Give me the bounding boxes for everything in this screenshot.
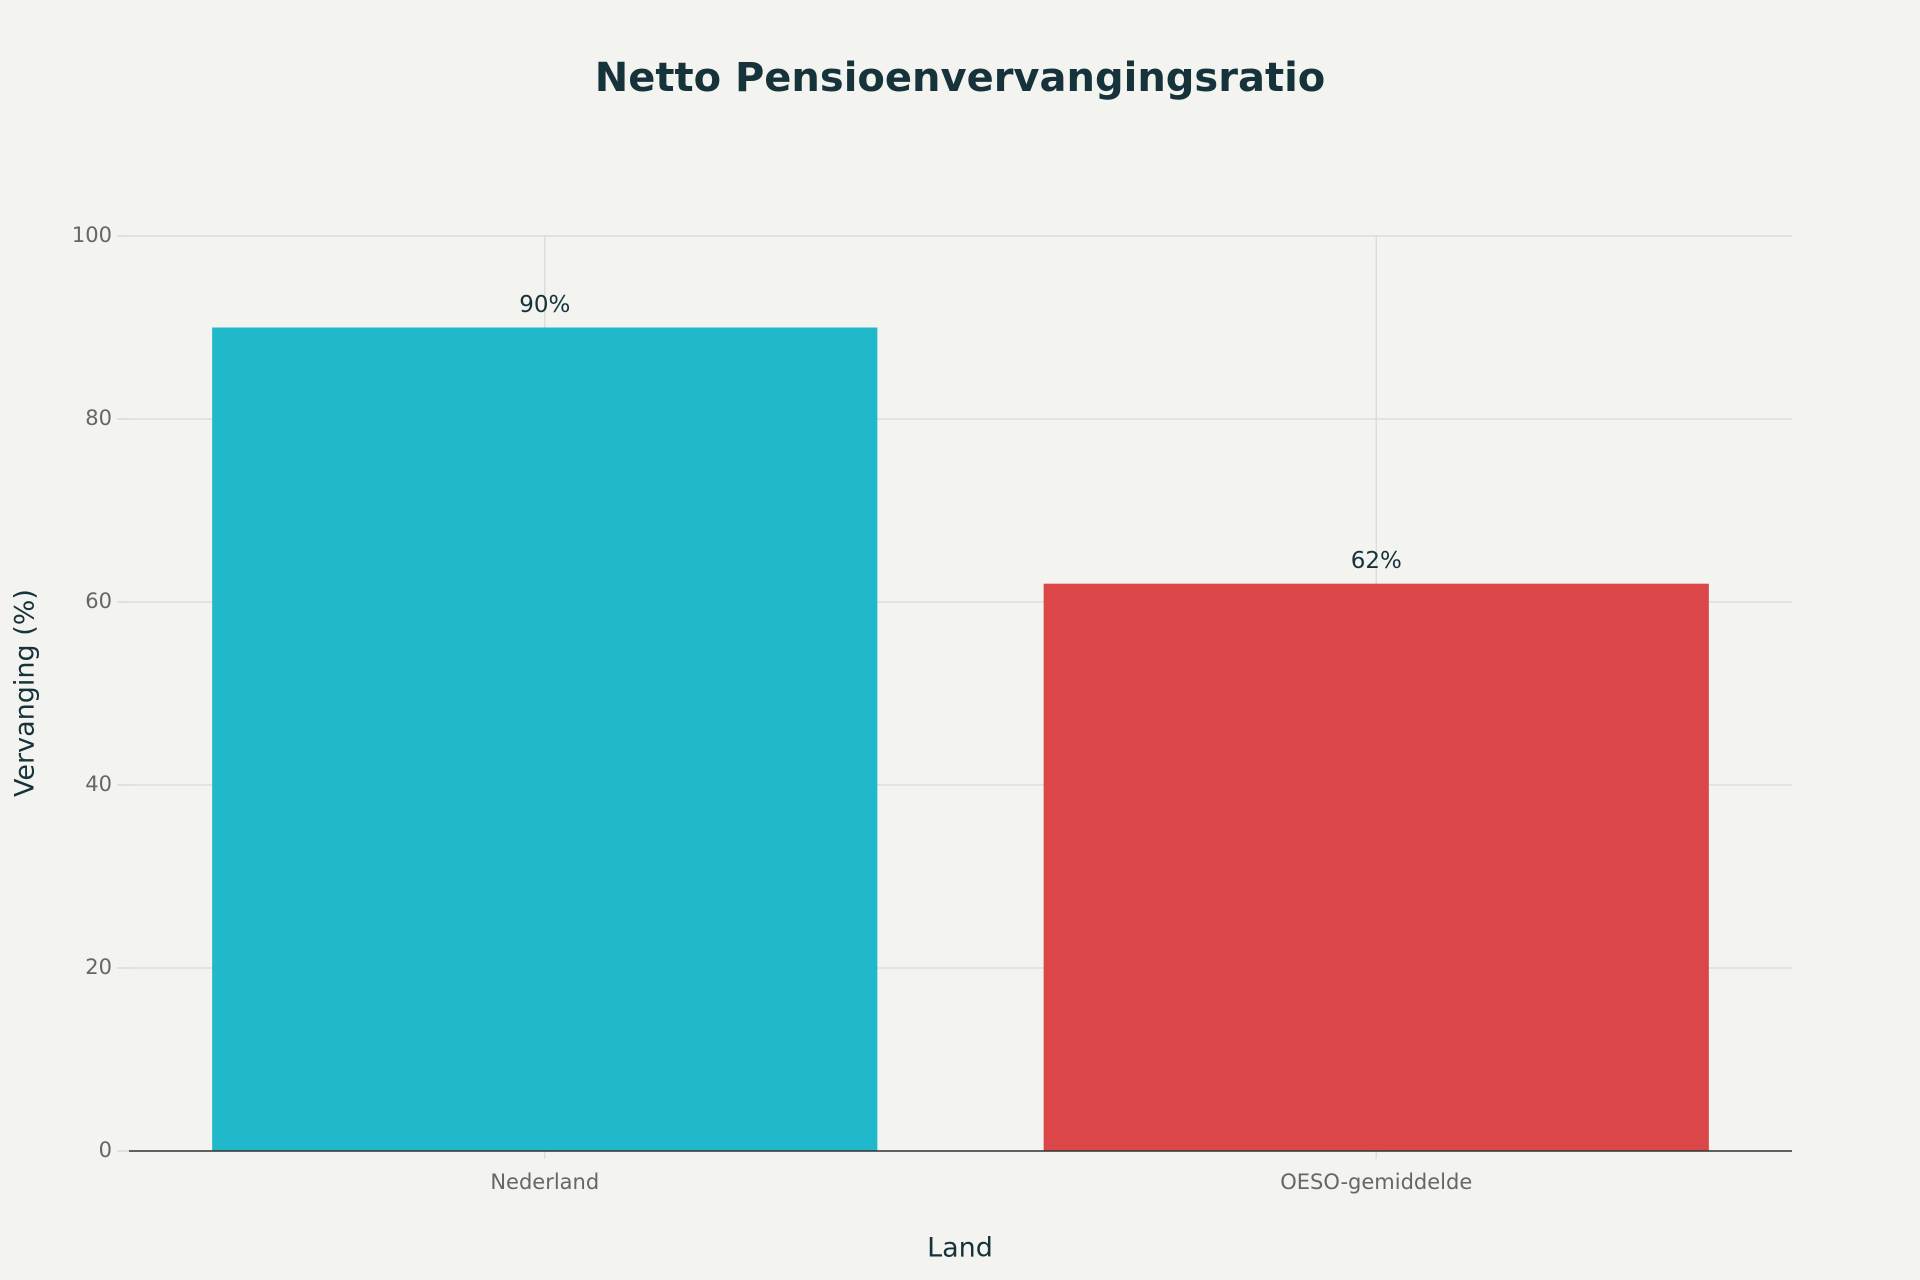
x-tick-label: Nederland (490, 1170, 599, 1194)
bar (1043, 583, 1709, 1151)
y-tick-label: 80 (85, 406, 112, 430)
data-label: 62% (1351, 548, 1402, 574)
x-tick-label: OESO-gemiddelde (1280, 1170, 1472, 1194)
y-axis-label: Vervanging (%) (10, 589, 41, 797)
y-tick-label: 40 (85, 772, 112, 796)
data-label: 90% (519, 292, 570, 318)
y-tick-label: 20 (85, 955, 112, 979)
y-tick-label: 60 (85, 589, 112, 613)
bar (212, 327, 878, 1151)
y-tick-label: 100 (72, 223, 112, 247)
y-tick-label: 0 (99, 1138, 112, 1162)
x-axis-label: Land (927, 1233, 993, 1264)
chart-title: Netto Pensioenvervangingsratio (595, 55, 1326, 101)
